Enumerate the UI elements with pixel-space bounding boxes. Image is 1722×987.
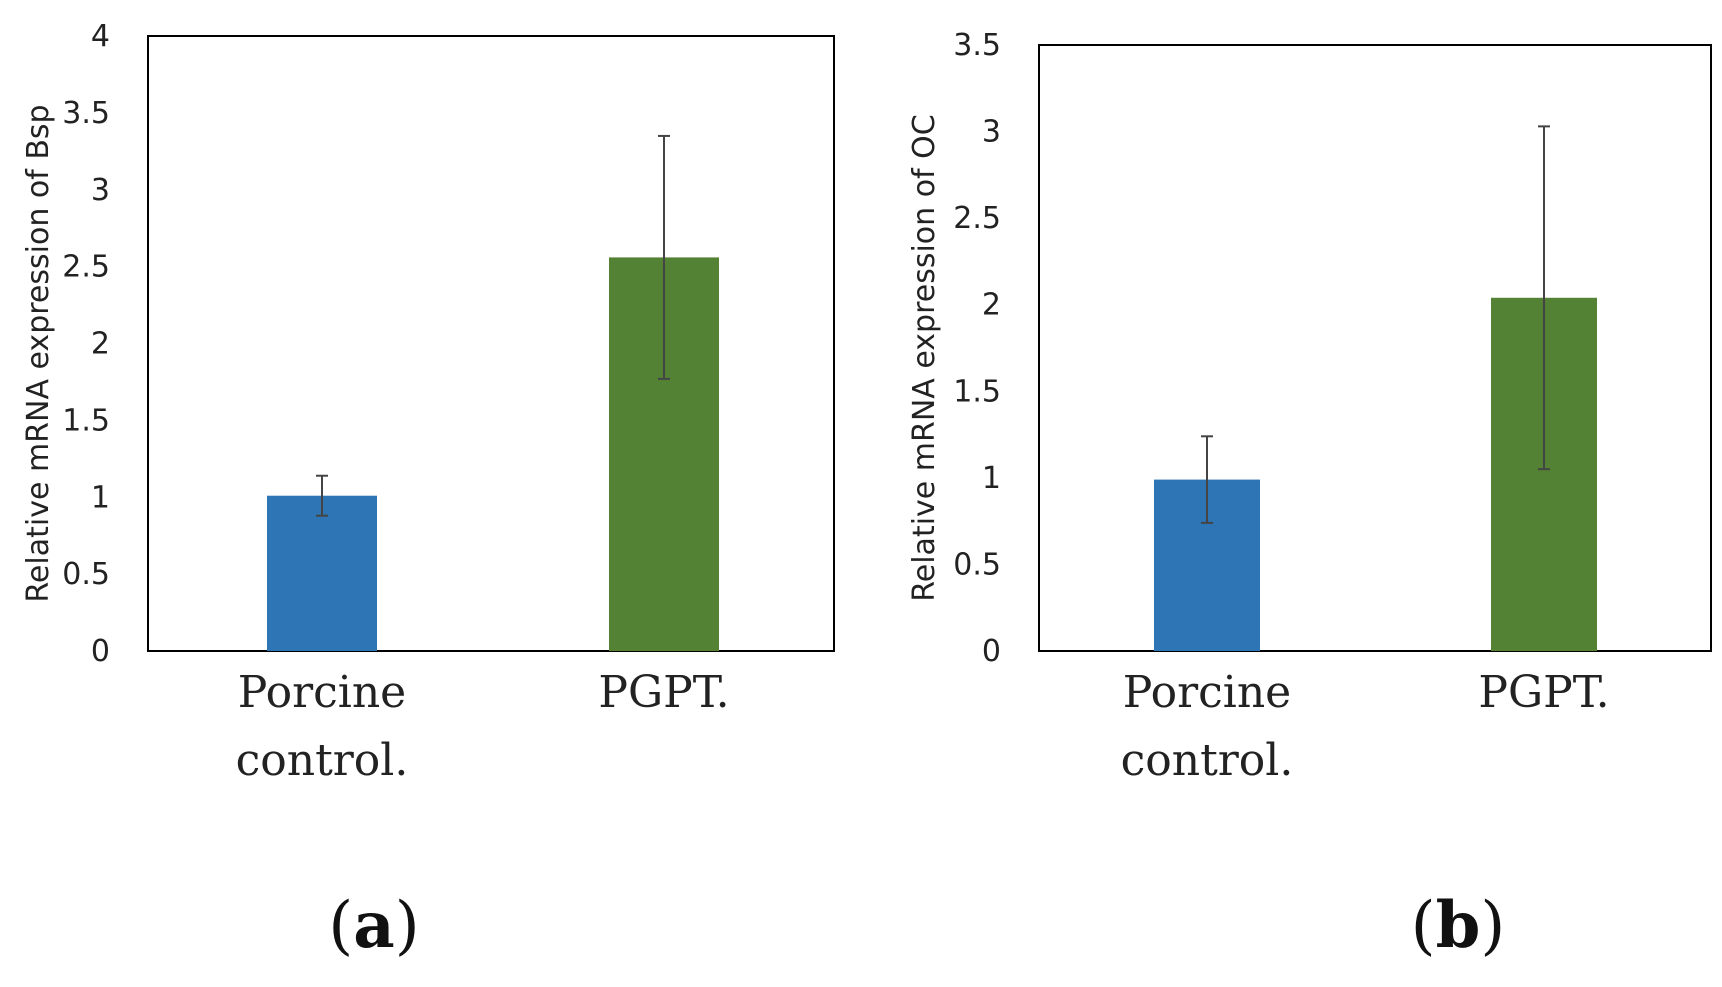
y-tick-label-b: 2 bbox=[982, 288, 1001, 323]
y-tick-label-b: 1 bbox=[982, 461, 1001, 496]
chart-panel-a: 0 0.5 1 1.5 2 2.5 3 3.5 4 Relative mRNA expressio… bbox=[21, 19, 835, 963]
panel-label-a: (a) bbox=[328, 888, 419, 963]
y-tick-label-a: 3.5 bbox=[62, 96, 110, 131]
y-tick-label-a: 2 bbox=[91, 327, 110, 362]
y-tick-label-b: 0.5 bbox=[953, 547, 1001, 582]
bar-a-1 bbox=[267, 495, 377, 651]
y-tick-label-a: 0 bbox=[91, 634, 110, 669]
y-tick-label-a: 4 bbox=[91, 19, 110, 54]
chart-panel-b: 0 0.5 1 1.5 2 2.5 3 3.5 Relative mRNA expression… bbox=[907, 28, 1712, 963]
y-tick-label-a: 3 bbox=[91, 173, 110, 208]
y-tick-label-b: 2.5 bbox=[953, 201, 1001, 236]
x-category-label-a: PGPT. bbox=[598, 667, 729, 718]
panel-label-b: (b) bbox=[1411, 888, 1506, 963]
y-tick-label-b: 0 bbox=[982, 634, 1001, 669]
y-tick-label-b: 1.5 bbox=[953, 374, 1001, 409]
y-axis-title-b: Relative mRNA expression of OC bbox=[907, 114, 942, 601]
x-category-label-a: Porcine bbox=[238, 667, 406, 718]
plot-frame-b bbox=[1038, 44, 1712, 652]
x-category-label-a: control. bbox=[236, 735, 409, 786]
y-tick-label-a: 1.5 bbox=[62, 403, 110, 438]
x-category-label-b: Porcine bbox=[1123, 667, 1291, 718]
plot-frame-a bbox=[147, 35, 835, 652]
x-category-label-b: PGPT. bbox=[1478, 667, 1609, 718]
y-tick-label-b: 3.5 bbox=[953, 28, 1001, 63]
y-tick-label-a: 0.5 bbox=[62, 557, 110, 592]
y-tick-label-b: 3 bbox=[982, 115, 1001, 150]
x-category-label-b: control. bbox=[1121, 735, 1294, 786]
y-tick-label-a: 1 bbox=[91, 480, 110, 515]
y-tick-label-a: 2.5 bbox=[62, 250, 110, 285]
y-axis-title-a: Relative mRNA expression of Bsp bbox=[21, 104, 56, 602]
